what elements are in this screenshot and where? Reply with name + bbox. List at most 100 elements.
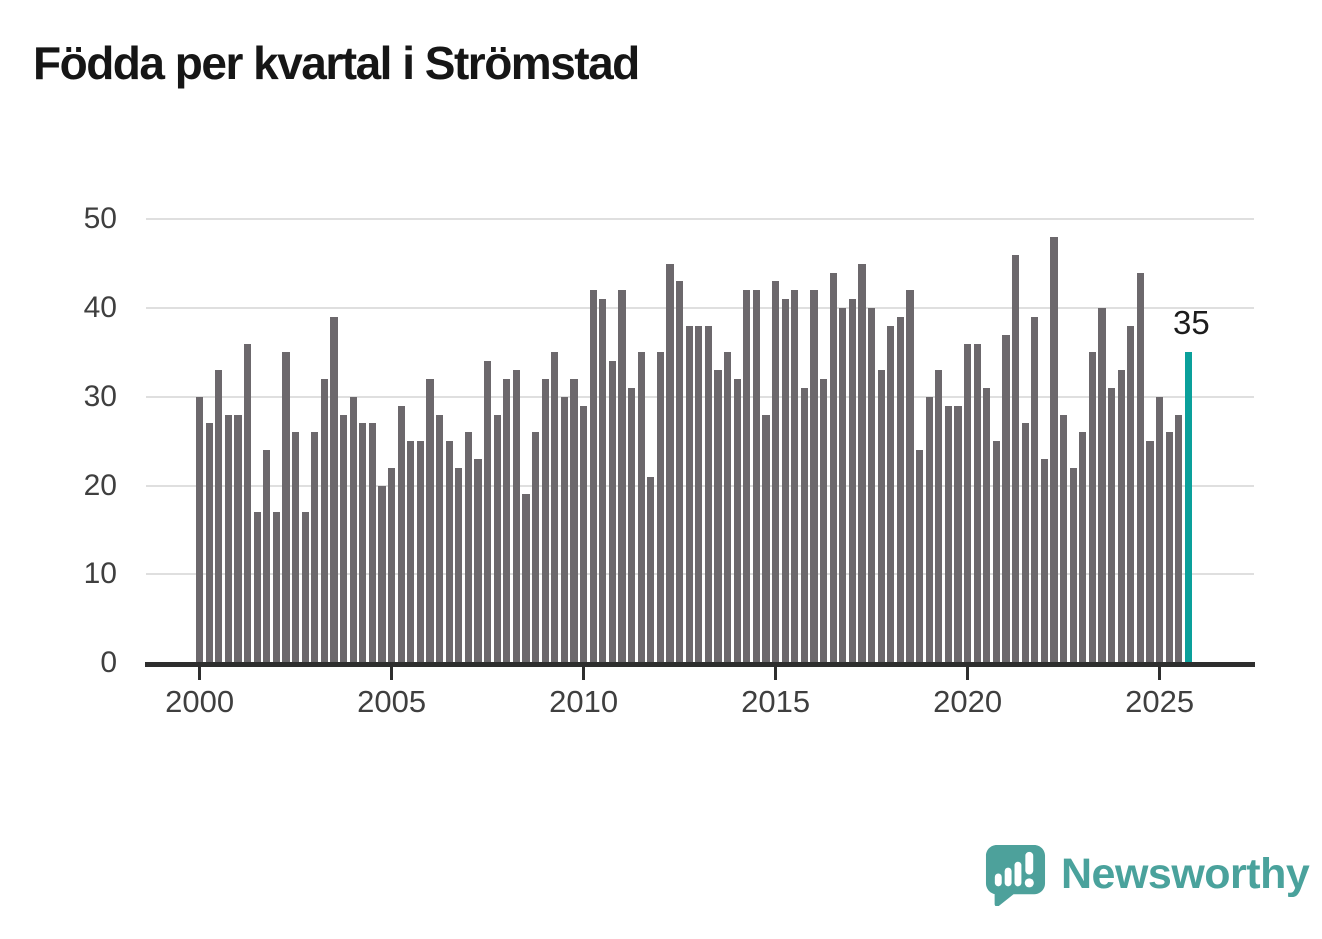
bar: [397, 405, 405, 663]
bar: [1156, 396, 1164, 663]
bar: [560, 396, 568, 663]
bar: [484, 361, 492, 663]
bar: [762, 414, 770, 663]
bar: [234, 414, 242, 663]
bar: [839, 308, 847, 663]
bar: [215, 370, 223, 663]
bar: [368, 423, 376, 663]
bar: [983, 387, 991, 663]
bar: [272, 512, 280, 663]
bar: [676, 281, 684, 663]
bar: [1117, 370, 1125, 663]
bar: [541, 379, 549, 663]
bar: [618, 290, 626, 663]
bar: [944, 405, 952, 663]
bar: [1127, 325, 1135, 663]
bar: [647, 476, 655, 663]
bar: [580, 405, 588, 663]
bar: [330, 316, 338, 663]
bar: [599, 299, 607, 663]
bar: [992, 441, 1000, 663]
y-axis-label-30: 30: [83, 379, 117, 413]
bar: [829, 272, 837, 663]
bar: [1079, 432, 1087, 663]
bar: [935, 370, 943, 663]
gridline-40: [146, 307, 1254, 309]
bar: [964, 343, 972, 663]
bar: [954, 405, 962, 663]
y-axis-label-0: 0: [100, 646, 117, 679]
newsworthy-logo: Newsworthy: [984, 843, 1310, 906]
bar: [733, 379, 741, 663]
bar: [973, 343, 981, 663]
bar: [1040, 458, 1048, 663]
bar: [292, 432, 300, 663]
bar: [781, 299, 789, 663]
bar: [378, 485, 386, 663]
bar: [532, 432, 540, 663]
bar: [263, 450, 271, 663]
x-axis-label-2020: 2020: [933, 684, 1003, 719]
x-axis-tick-2000: [198, 666, 202, 680]
bar: [1002, 334, 1010, 663]
bar: [704, 325, 712, 663]
bar: [445, 441, 453, 663]
bar: [493, 414, 501, 663]
bar: [1069, 467, 1077, 663]
bar: [282, 352, 290, 663]
bar: [503, 379, 511, 663]
bar: [1050, 237, 1058, 663]
bar: [743, 290, 751, 663]
bar: [887, 325, 895, 663]
bar: [714, 370, 722, 663]
bar: [464, 432, 472, 663]
bar: [628, 387, 636, 663]
bar: [196, 396, 204, 663]
bar: [311, 432, 319, 663]
bar: [637, 352, 645, 663]
bar: [848, 299, 856, 663]
bar: [858, 263, 866, 663]
gridline-50: [146, 218, 1254, 221]
bar: [916, 450, 924, 663]
bar: [724, 352, 732, 663]
x-axis-label-2010: 2010: [549, 684, 619, 719]
x-axis-label-2015: 2015: [741, 684, 811, 719]
bar: [570, 379, 578, 663]
x-axis-line: [145, 662, 1255, 667]
bar: [791, 290, 799, 663]
bar: [906, 290, 914, 663]
bar: [695, 325, 703, 663]
bar: [1175, 414, 1183, 663]
bar-highlighted: [1184, 352, 1192, 663]
y-axis-label-10: 10: [83, 557, 117, 591]
x-axis-tick-2010: [582, 666, 586, 680]
bar: [1146, 441, 1154, 663]
x-axis-tick-2005: [390, 666, 394, 680]
bar: [752, 290, 760, 663]
bar: [340, 414, 348, 663]
bar: [244, 343, 252, 663]
bar: [1012, 254, 1020, 663]
bar: [1088, 352, 1096, 663]
bar: [656, 352, 664, 663]
bar: [800, 387, 808, 663]
bar: [512, 370, 520, 663]
bar: [224, 414, 232, 663]
y-axis-label-50: 50: [83, 202, 117, 236]
newsworthy-wordmark: Newsworthy: [1061, 850, 1310, 898]
bar: [253, 512, 261, 663]
bar: [589, 290, 597, 663]
bar: [666, 263, 674, 663]
bar: [896, 316, 904, 663]
bar: [474, 458, 482, 663]
bar: [1060, 414, 1068, 663]
bar: [877, 370, 885, 663]
bar: [820, 379, 828, 663]
bar: [925, 396, 933, 663]
highlight-value-label: 35: [1173, 304, 1210, 341]
bar: [436, 414, 444, 663]
bar: [416, 441, 424, 663]
bar: [320, 379, 328, 663]
